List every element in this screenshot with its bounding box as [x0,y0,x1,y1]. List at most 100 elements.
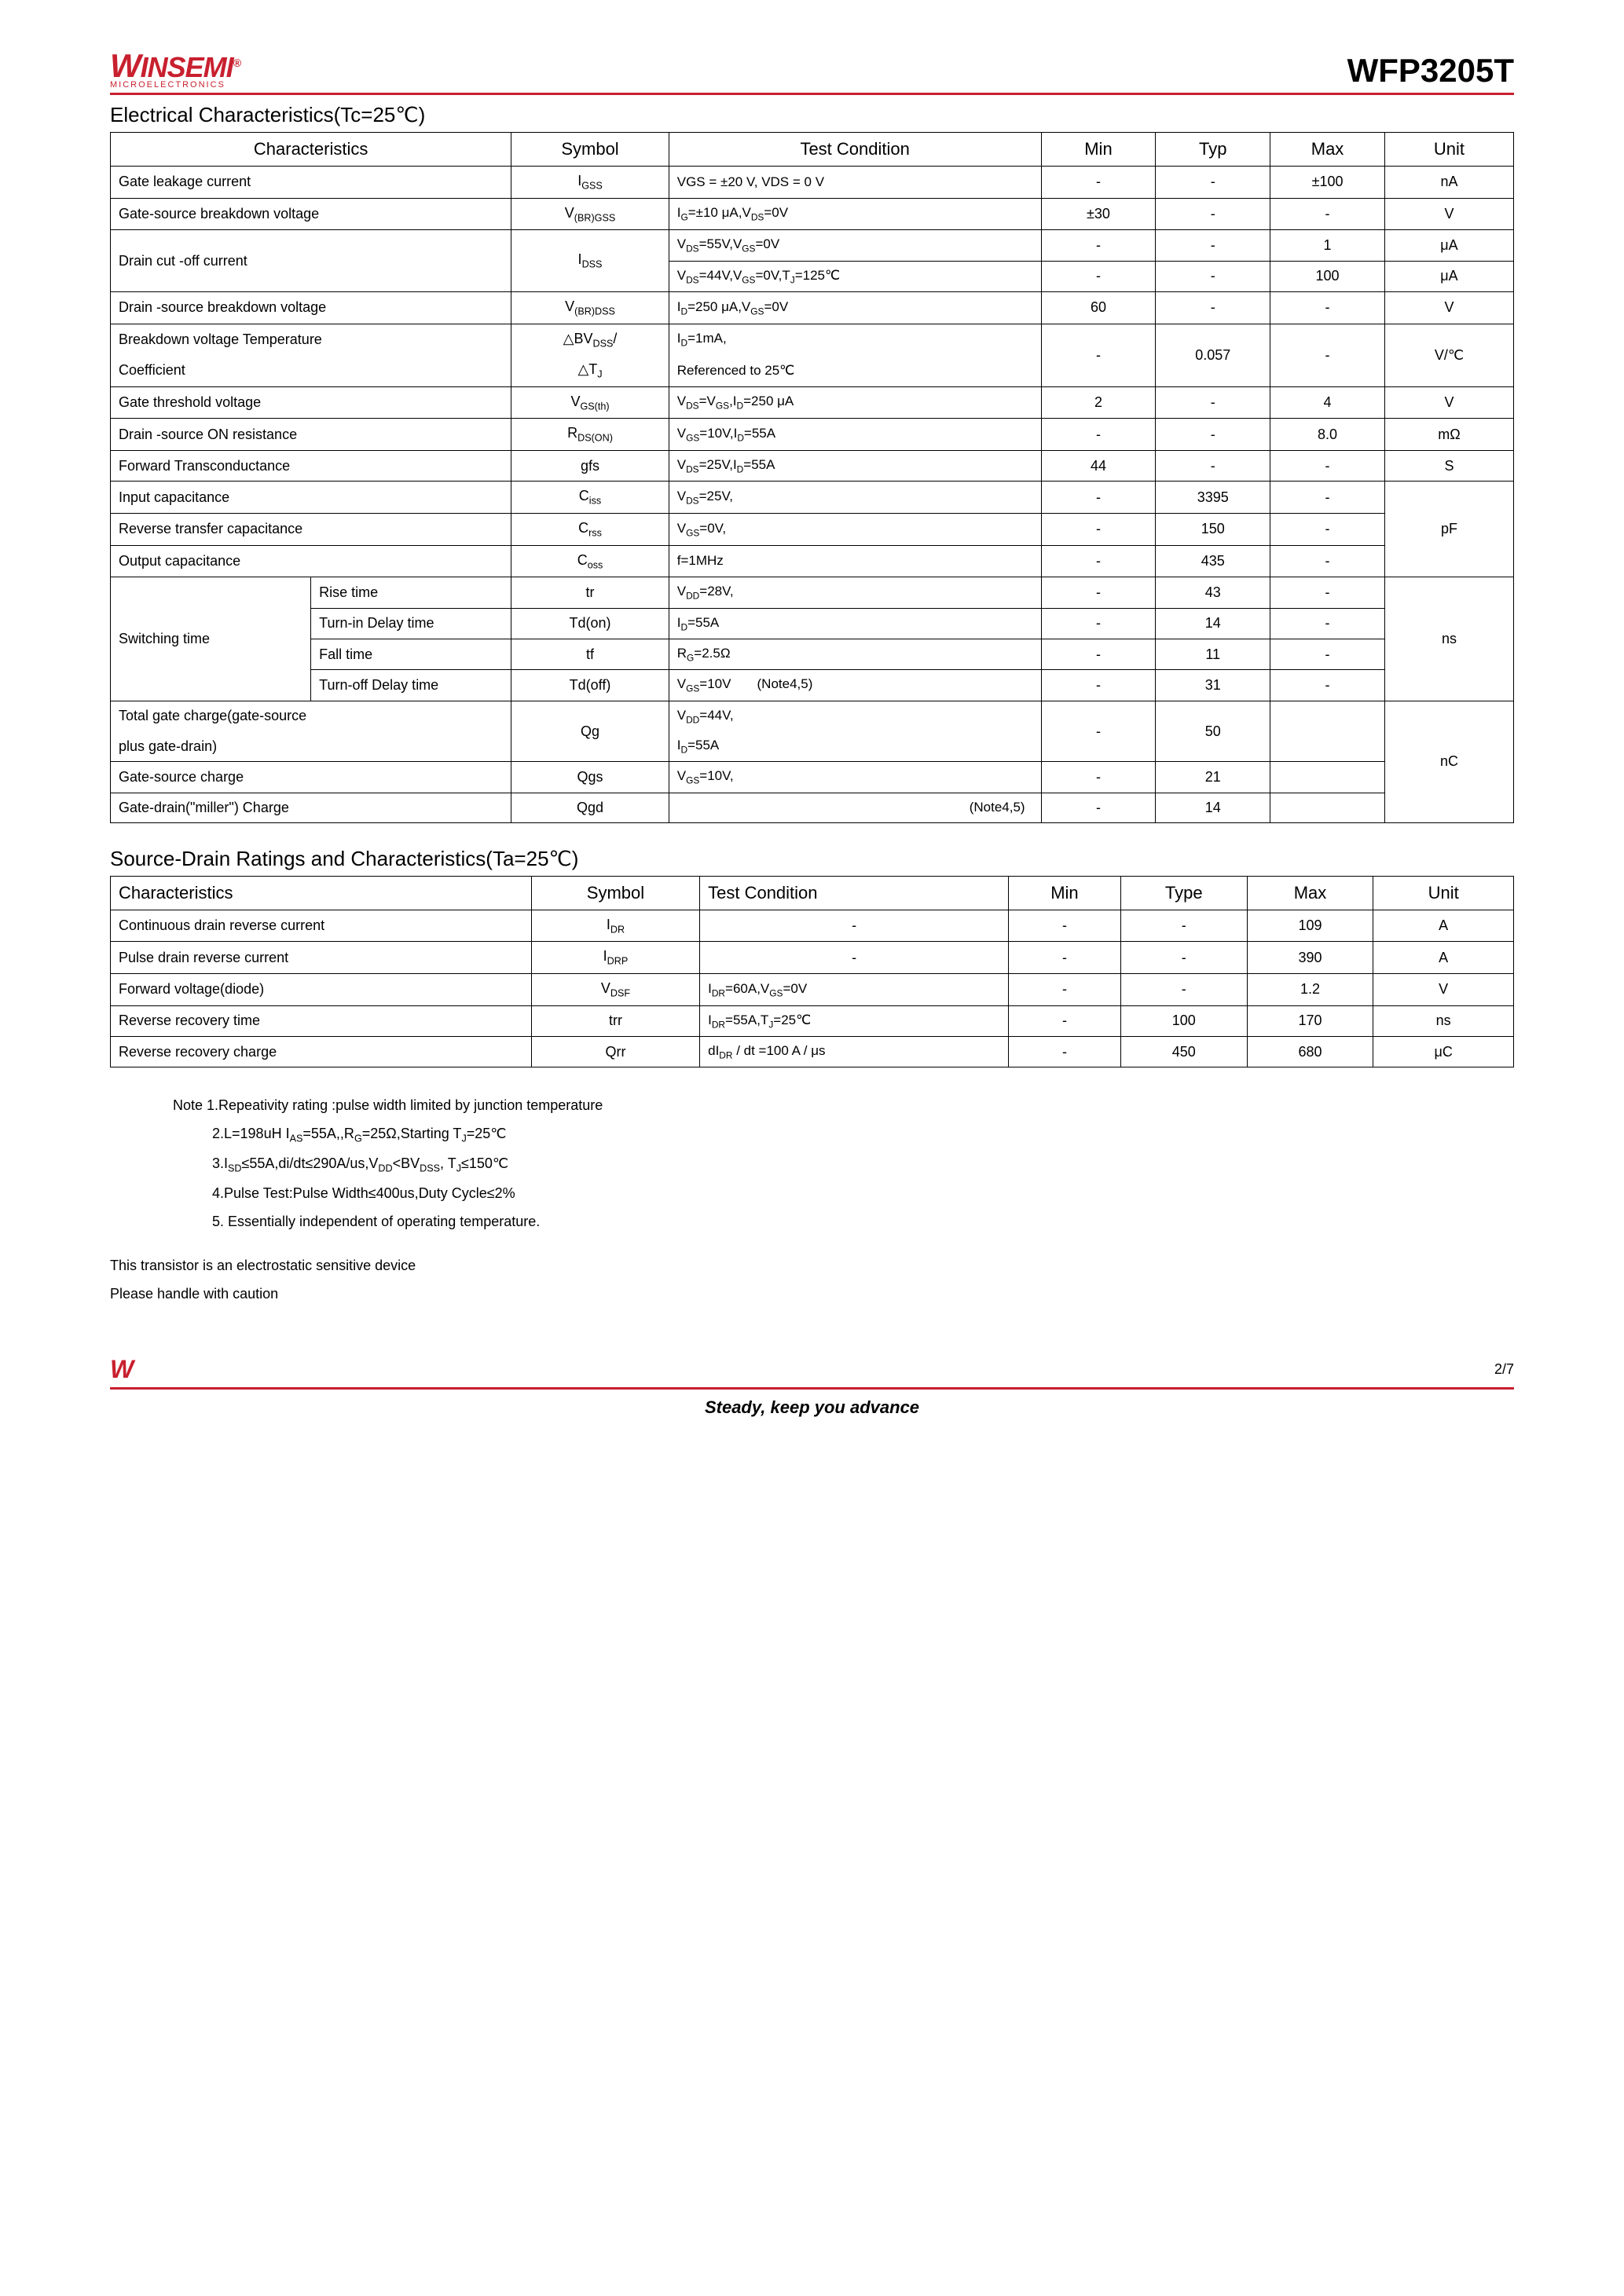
table-row: Drain -source breakdown voltage V(BR)DSS… [111,291,1514,324]
cell: IDRP [531,942,699,974]
cell: Gate-source breakdown voltage [111,198,511,230]
cell: - [1041,608,1156,639]
cell: - [1041,419,1156,451]
cell: 43 [1156,577,1270,608]
cell: - [1041,324,1156,386]
cell: Breakdown voltage Temperature [111,324,511,355]
cell: - [1041,639,1156,669]
cell: μC [1373,1037,1514,1067]
cell: Forward Transconductance [111,450,511,481]
cell: Drain -source ON resistance [111,419,511,451]
cell: tf [511,639,669,669]
table-row: Gate threshold voltage VGS(th) VDS=VGS,I… [111,386,1514,419]
th-typ: Typ [1156,133,1270,167]
cell: - [1270,639,1385,669]
note-2: 2.L=198uH IAS=55A,,RG=25Ω,Starting TJ=25… [212,1119,1514,1149]
logo-reg: ® [233,57,240,69]
cell: - [1120,942,1247,974]
cell: Reverse recovery charge [111,1037,532,1067]
cell: Qgd [511,793,669,822]
cell: - [1041,670,1156,701]
note-1: Note 1.Repeativity rating :pulse width l… [173,1091,1514,1119]
cell: Drain -source breakdown voltage [111,291,511,324]
th: Type [1120,876,1247,910]
note-5: 5. Essentially independent of operating … [212,1207,1514,1236]
cell: - [1156,230,1270,261]
cell: IG=±10 μA,VDS=0V [669,198,1041,230]
note-4: 4.Pulse Test:Pulse Width≤400us,Duty Cycl… [212,1179,1514,1207]
cell: 109 [1247,910,1373,942]
cell: - [1270,513,1385,545]
table-row: Total gate charge(gate-source Qg VDD=44V… [111,701,1514,731]
cell: - [1009,910,1121,942]
table-row: Pulse drain reverse current IDRP - - - 3… [111,942,1514,974]
cell: - [1009,1005,1121,1036]
cell: 100 [1270,261,1385,291]
logo-main: WWINSEMIINSEMI® [110,47,240,85]
cell: VGS = ±20 V, VDS = 0 V [669,167,1041,199]
cell: Td(off) [511,670,669,701]
cell: - [1156,419,1270,451]
cell: - [1009,1037,1121,1067]
cell: V(BR)DSS [511,291,669,324]
cell: 31 [1156,670,1270,701]
cell: Gate-drain("miller") Charge [111,793,511,822]
cell: 11 [1156,639,1270,669]
th: Min [1009,876,1121,910]
table-row: Gate-source breakdown voltage V(BR)GSS I… [111,198,1514,230]
cell: V [1384,291,1513,324]
cell: nA [1384,167,1513,199]
cell: V/℃ [1384,324,1513,386]
source-drain-table: Characteristics Symbol Test Condition Mi… [110,876,1514,1068]
cell: - [1041,793,1156,822]
cell: - [1009,974,1121,1006]
th-cond: Test Condition [669,133,1041,167]
cell: - [700,910,1009,942]
cell: Turn-off Delay time [311,670,511,701]
cell: Gate-source charge [111,762,511,793]
cell: (Note4,5) [669,793,1041,822]
cell: - [1156,450,1270,481]
table-row: Forward voltage(diode) VDSF IDR=60A,VGS=… [111,974,1514,1006]
cell: IDR=55A,TJ=25℃ [700,1005,1009,1036]
cell: ns [1384,577,1513,701]
electrical-characteristics-table: Characteristics Symbol Test Condition Mi… [110,132,1514,823]
cell: 170 [1247,1005,1373,1036]
cell: 390 [1247,942,1373,974]
cell: VGS=10V,ID=55A [669,419,1041,451]
cell: - [1041,230,1156,261]
table-row: Drain cut -off current IDSS VDS=55V,VGS=… [111,230,1514,261]
cell: RG=2.5Ω [669,639,1041,669]
cell: Coefficient [111,355,511,386]
cell: - [1041,701,1156,762]
table-row: Gate-drain("miller") Charge Qgd (Note4,5… [111,793,1514,822]
cell: VGS(th) [511,386,669,419]
cell: IDSS [511,230,669,292]
th: Max [1247,876,1373,910]
cell: - [1041,482,1156,514]
footer-logo-icon: W [110,1355,134,1384]
cell: - [1120,974,1247,1006]
cell: 0.057 [1156,324,1270,386]
cell: - [1270,450,1385,481]
table-row: Fall time tf RG=2.5Ω - 11 - [111,639,1514,669]
table-row: Continuous drain reverse current IDR - -… [111,910,1514,942]
cell: Referenced to 25℃ [669,355,1041,386]
cell: Turn-in Delay time [311,608,511,639]
cell: IGSS [511,167,669,199]
cell: Reverse recovery time [111,1005,532,1036]
logo-subtitle: MICROELECTRONICS [110,80,240,90]
cell: 100 [1120,1005,1247,1036]
th-min: Min [1041,133,1156,167]
cell: - [1041,577,1156,608]
cell: VDS=55V,VGS=0V [669,230,1041,261]
table-row: Forward Transconductance gfs VDS=25V,ID=… [111,450,1514,481]
th-max: Max [1270,133,1385,167]
table-row: Reverse recovery charge Qrr dIDR / dt =1… [111,1037,1514,1067]
cell: Continuous drain reverse current [111,910,532,942]
cell: nC [1384,701,1513,822]
th: Characteristics [111,876,532,910]
cell: 50 [1156,701,1270,762]
cell: - [1041,545,1156,577]
cell: 150 [1156,513,1270,545]
